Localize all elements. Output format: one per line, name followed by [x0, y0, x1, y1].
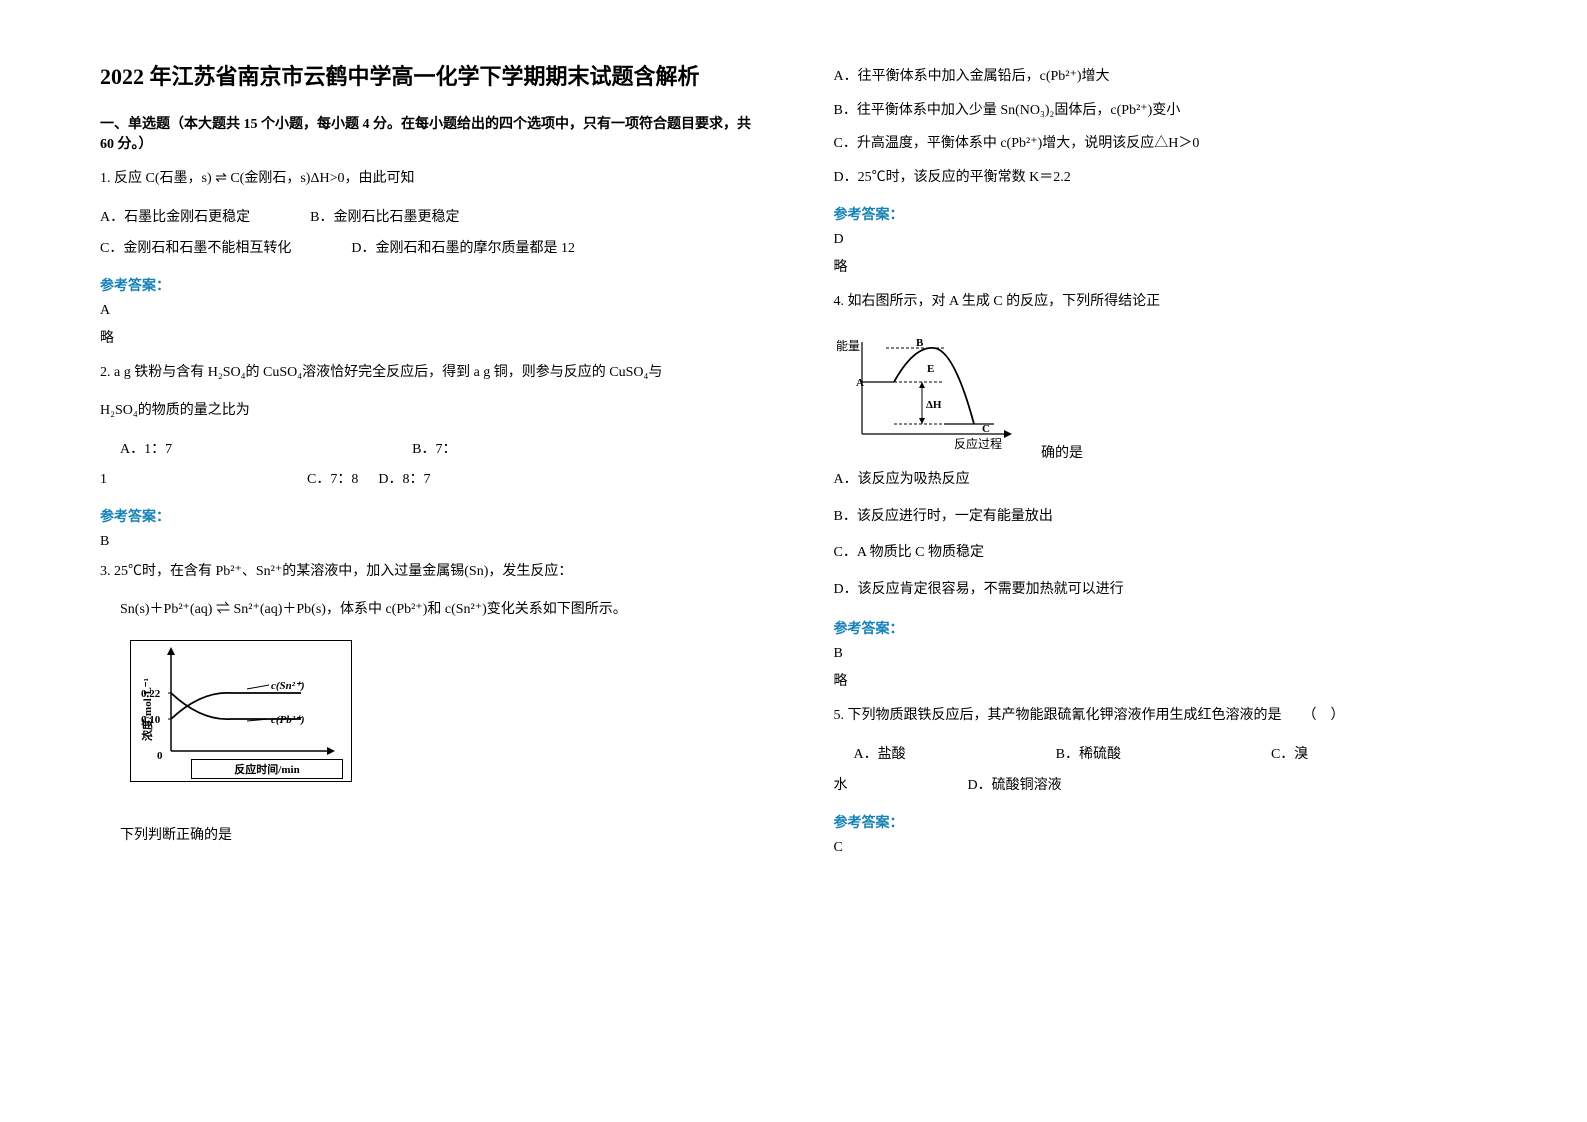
q4-diagram: A B E ΔH C 能量 反应过程: [834, 334, 1034, 454]
svg-text:ΔH: ΔH: [926, 399, 942, 411]
q2-stem-line1: 2. a g 铁粉与含有 H₂SO₄的 CuSO₄溶液恰好完全反应后，得到 a …: [100, 359, 754, 387]
q4-answer: B: [834, 646, 1488, 662]
q3-options: A．往平衡体系中加入金属铅后，c(Pb²⁺)增大 B．往平衡体系中加入少量 Sn…: [834, 60, 1488, 194]
q3-optC: C．升高温度，平衡体系中 c(Pb²⁺)增大，说明该反应△H＞0: [834, 127, 1488, 161]
svg-text:能量: 能量: [836, 339, 860, 353]
q1-answer: A: [100, 303, 754, 319]
q5-optD: D．硫酸铜溶液: [968, 771, 1062, 802]
q4-diagram-wrapper: A B E ΔH C 能量 反应过程 确的是: [834, 326, 1488, 462]
q3-optD: D．25℃时，该反应的平衡常数 K＝2.2: [834, 161, 1488, 195]
svg-text:0: 0: [157, 750, 163, 762]
q5-row2-left: 水: [834, 771, 848, 802]
q4-stem: 4. 如右图所示，对 A 生成 C 的反应，下列所得结论正: [834, 288, 1488, 316]
q1-optD: D．金刚石和石墨的摩尔质量都是 12: [351, 234, 575, 265]
q2-row2: 1 C．7：8 D．8：7: [120, 465, 754, 496]
q3-chart-xlabel: 反应时间/min: [191, 759, 343, 779]
q5-optB: B．稀硫酸: [1056, 740, 1121, 771]
svg-text:反应过程: 反应过程: [954, 436, 1002, 451]
q5-optC: C．溴: [1271, 740, 1308, 771]
q4-diagram-svg: A B E ΔH C 能量 反应过程: [834, 334, 1034, 454]
q3-optA: A．往平衡体系中加入金属铅后，c(Pb²⁺)增大: [834, 60, 1488, 94]
q4-options: A．该反应为吸热反应 B．该反应进行时，一定有能量放出 C．A 物质比 C 物质…: [834, 462, 1488, 608]
q1-optC: C．金刚石和石墨不能相互转化: [100, 234, 291, 265]
q4-optC: C．A 物质比 C 物质稳定: [834, 535, 1488, 571]
q5-answer: C: [834, 840, 1488, 856]
q2-row2-left: 1: [100, 465, 107, 496]
q2-optC: C．7：8: [307, 465, 358, 496]
left-column: 2022 年江苏省南京市云鹤中学高一化学下学期期末试题含解析 一、单选题（本大题…: [100, 60, 754, 864]
q2-optA: A．1：7: [120, 435, 172, 466]
q1-options: A．石墨比金刚石更稳定 B．金刚石比石墨更稳定 C．金刚石和石墨不能相互转化 D…: [100, 203, 754, 265]
q1-row1: A．石墨比金刚石更稳定 B．金刚石比石墨更稳定: [100, 203, 754, 234]
q1-optA: A．石墨比金刚石更稳定: [100, 203, 250, 234]
q3-stem-line2: Sn(s)＋Pb²⁺(aq) ⇌ Sn²⁺(aq)＋Pb(s)，体系中 c(Pb…: [120, 596, 754, 624]
svg-text:B: B: [916, 337, 924, 349]
right-column: A．往平衡体系中加入金属铅后，c(Pb²⁺)增大 B．往平衡体系中加入少量 Sn…: [834, 60, 1488, 864]
q2-stem-line2: H₂SO₄的物质的量之比为: [100, 397, 754, 425]
q1-row2: C．金刚石和石墨不能相互转化 D．金刚石和石墨的摩尔质量都是 12: [100, 234, 754, 265]
q2-optD: D．8：7: [378, 465, 430, 496]
svg-text:c(Pb²⁺): c(Pb²⁺): [271, 714, 305, 726]
page-container: 2022 年江苏省南京市云鹤中学高一化学下学期期末试题含解析 一、单选题（本大题…: [0, 0, 1587, 924]
q3-chart: 0.22 0.10 0 c(Sn²⁺) c(Pb²⁺) 浓度/mol·L⁻¹ 反…: [130, 640, 352, 782]
svg-text:C: C: [982, 423, 990, 435]
q4-optD: D．该反应肯定很容易，不需要加热就可以进行: [834, 572, 1488, 608]
q4-optA: A．该反应为吸热反应: [834, 462, 1488, 498]
q3-answer-label: 参考答案：: [834, 204, 1488, 224]
q3-omit: 略: [834, 256, 1488, 276]
q1-optB: B．金刚石比石墨更稳定: [310, 203, 459, 234]
q2-answer: B: [100, 534, 754, 550]
q5-row2: 水 D．硫酸铜溶液: [854, 771, 1488, 802]
q2-options: A．1：7 B．7： 1 C．7：8 D．8：7: [120, 435, 754, 497]
q3-stem-line1: 3. 25℃时，在含有 Pb²⁺、Sn²⁺的某溶液中，加入过量金属锡(Sn)，发…: [100, 558, 754, 586]
svg-text:A: A: [856, 377, 864, 389]
q1-answer-label: 参考答案：: [100, 275, 754, 295]
q3-answer: D: [834, 232, 1488, 248]
q3-judge-prompt: 下列判断正确的是: [120, 822, 754, 850]
q5-row1: A．盐酸 B．稀硫酸 C．溴: [854, 740, 1488, 771]
svg-text:c(Sn²⁺): c(Sn²⁺): [271, 680, 305, 692]
svg-text:E: E: [927, 363, 934, 375]
q5-options: A．盐酸 B．稀硫酸 C．溴 水 D．硫酸铜溶液: [854, 740, 1488, 802]
exam-title: 2022 年江苏省南京市云鹤中学高一化学下学期期末试题含解析: [100, 60, 754, 93]
q5-stem: 5. 下列物质跟铁反应后，其产物能跟硫氰化钾溶液作用生成红色溶液的是 （ ）: [834, 702, 1488, 730]
q5-answer-label: 参考答案：: [834, 812, 1488, 832]
q4-omit: 略: [834, 670, 1488, 690]
q1-omit: 略: [100, 327, 754, 347]
q4-stem-tail: 确的是: [1041, 442, 1083, 462]
q1-stem: 1. 反应 C(石墨，s) ⇌ C(金刚石，s)ΔH>0，由此可知: [100, 165, 754, 193]
q5-optA: A．盐酸: [854, 740, 906, 771]
q2-optB: B．7：: [412, 435, 456, 466]
q2-answer-label: 参考答案：: [100, 506, 754, 526]
q4-answer-label: 参考答案：: [834, 618, 1488, 638]
q3-optB: B．往平衡体系中加入少量 Sn(NO₃)₂固体后，c(Pb²⁺)变小: [834, 94, 1488, 128]
q2-row1: A．1：7 B．7：: [120, 435, 754, 466]
q3-chart-ylabel: 浓度/mol·L⁻¹: [139, 678, 155, 741]
q4-optB: B．该反应进行时，一定有能量放出: [834, 499, 1488, 535]
section1-header: 一、单选题（本大题共 15 个小题，每小题 4 分。在每小题给出的四个选项中，只…: [100, 113, 754, 153]
